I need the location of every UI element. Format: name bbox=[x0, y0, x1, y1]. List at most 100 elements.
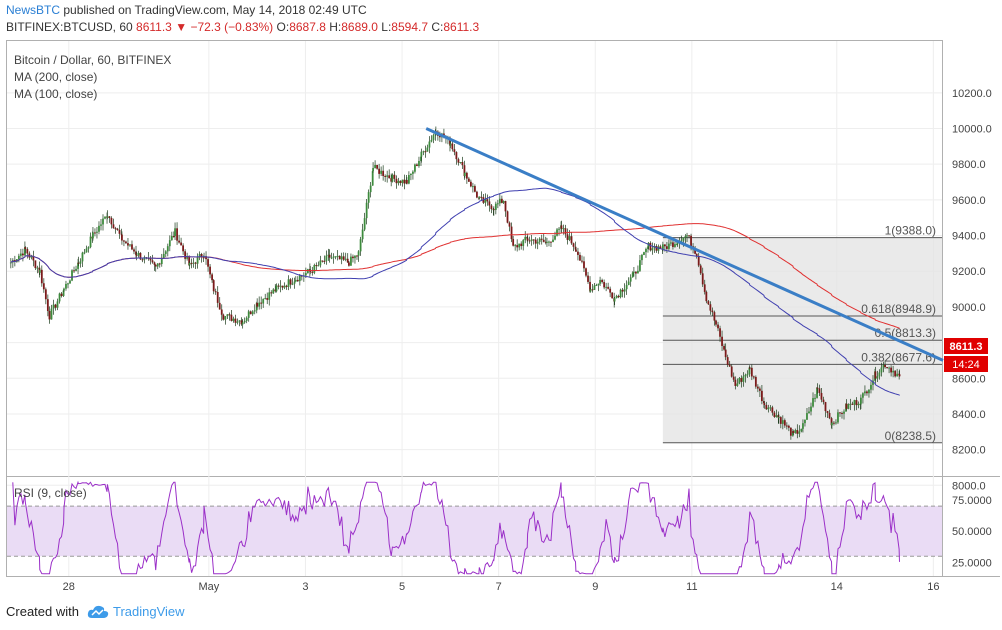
candle-body bbox=[682, 237, 685, 241]
candle-body bbox=[184, 251, 187, 259]
candle-body bbox=[769, 407, 772, 409]
candle-body bbox=[670, 242, 672, 244]
candle-body bbox=[894, 370, 897, 377]
candle-body bbox=[524, 236, 527, 241]
candle-body bbox=[317, 265, 320, 267]
candle-body bbox=[274, 289, 277, 292]
candle-body bbox=[369, 185, 372, 193]
rsi-tick-label: 50.0000 bbox=[952, 526, 992, 538]
candle-body bbox=[686, 235, 688, 237]
open-label: O: bbox=[276, 20, 290, 34]
candle-body bbox=[188, 256, 191, 266]
rsi-pane: 75.0000 50.0000 25.0000 bbox=[7, 480, 992, 575]
candle-body bbox=[512, 239, 515, 246]
candle-body bbox=[135, 254, 138, 256]
candle-body bbox=[621, 289, 624, 292]
candle-body bbox=[536, 241, 539, 244]
candle-body bbox=[361, 229, 364, 240]
price-tick-label: 8200.0 bbox=[952, 445, 986, 457]
price-axis[interactable]: 10200.0 10000.0 9800.0 9600.0 9400.0 9200.0 90… bbox=[952, 88, 992, 492]
time-axis[interactable]: 28 May 3 5 7 9 11 14 16 bbox=[63, 581, 940, 593]
candle-body bbox=[736, 383, 739, 386]
candle-body bbox=[542, 239, 545, 242]
candle-body bbox=[391, 174, 394, 182]
trendline[interactable] bbox=[425, 127, 944, 362]
tradingview-brand: TradingView bbox=[112, 604, 185, 619]
candle-body bbox=[268, 292, 271, 300]
author-name[interactable]: NewsBTC bbox=[6, 3, 61, 17]
candle-body bbox=[390, 178, 393, 182]
candle-body bbox=[256, 302, 259, 307]
candle-body bbox=[279, 285, 282, 287]
candle-body bbox=[367, 192, 370, 203]
candle-body bbox=[342, 256, 345, 260]
candle-body bbox=[48, 310, 51, 320]
candle-body bbox=[378, 168, 381, 174]
candle-body bbox=[289, 279, 292, 285]
candle-body bbox=[853, 400, 856, 405]
candle-body bbox=[98, 225, 100, 232]
candle-body bbox=[281, 285, 284, 288]
price-tick-label: 10200.0 bbox=[952, 88, 992, 100]
candle-body bbox=[405, 179, 408, 184]
candle-body bbox=[408, 175, 410, 184]
candle-body bbox=[131, 244, 133, 250]
candle-body bbox=[94, 232, 96, 234]
candles bbox=[9, 126, 901, 440]
candle-body bbox=[403, 179, 406, 184]
time-tick-label: 9 bbox=[592, 581, 598, 593]
candle-body bbox=[806, 413, 808, 420]
candle-body bbox=[699, 265, 702, 274]
candle-body bbox=[798, 431, 801, 434]
candle-body bbox=[200, 254, 203, 258]
candle-body bbox=[393, 174, 396, 179]
candle-body bbox=[633, 271, 635, 273]
price-change: −72.3 (−0.83%) bbox=[190, 20, 274, 34]
candle-body bbox=[478, 196, 481, 199]
candle-body bbox=[783, 420, 786, 426]
candle-body bbox=[771, 407, 774, 413]
candle-body bbox=[424, 151, 427, 153]
candle-body bbox=[319, 260, 322, 266]
candle-body bbox=[808, 411, 810, 414]
candle-body bbox=[748, 367, 751, 375]
candle-body bbox=[321, 260, 324, 262]
candle-body bbox=[866, 391, 868, 394]
price-chart[interactable]: 1(9388.0)0.618(8948.9)0.5(8813.3)0.382(8… bbox=[0, 0, 1002, 600]
candle-body bbox=[750, 367, 753, 377]
candle-body bbox=[372, 168, 374, 172]
candle-body bbox=[789, 427, 792, 436]
candle-body bbox=[228, 314, 231, 316]
candle-body bbox=[532, 239, 535, 241]
candle-body bbox=[294, 279, 297, 282]
rsi-band bbox=[7, 506, 942, 557]
candle-body bbox=[552, 239, 554, 243]
candle-body bbox=[546, 241, 548, 243]
candle-body bbox=[350, 256, 352, 266]
candle-body bbox=[52, 304, 55, 309]
candle-body bbox=[168, 240, 171, 247]
footer: Created with TradingView bbox=[6, 604, 185, 619]
candle-body bbox=[777, 417, 780, 419]
candle-body bbox=[763, 403, 766, 405]
low-value: 8594.7 bbox=[391, 20, 428, 34]
candle-body bbox=[291, 283, 294, 285]
candle-body bbox=[102, 218, 104, 225]
candle-body bbox=[756, 386, 759, 389]
candle-body bbox=[896, 373, 899, 377]
candle-body bbox=[62, 290, 65, 297]
candle-body bbox=[79, 261, 82, 264]
candle-body bbox=[577, 251, 579, 255]
fibonacci-retracement[interactable]: 1(9388.0)0.618(8948.9)0.5(8813.3)0.382(8… bbox=[662, 224, 942, 444]
trendline-drawing[interactable] bbox=[425, 127, 944, 362]
tradingview-link[interactable]: TradingView bbox=[87, 604, 185, 619]
candle-body bbox=[401, 179, 404, 183]
candle-body bbox=[414, 164, 416, 172]
candle-body bbox=[266, 298, 269, 300]
candle-body bbox=[46, 299, 49, 311]
candle-body bbox=[828, 412, 831, 419]
candle-body bbox=[663, 244, 666, 247]
candle-body bbox=[96, 231, 98, 233]
candle-body bbox=[738, 378, 741, 384]
candle-body bbox=[260, 302, 263, 304]
